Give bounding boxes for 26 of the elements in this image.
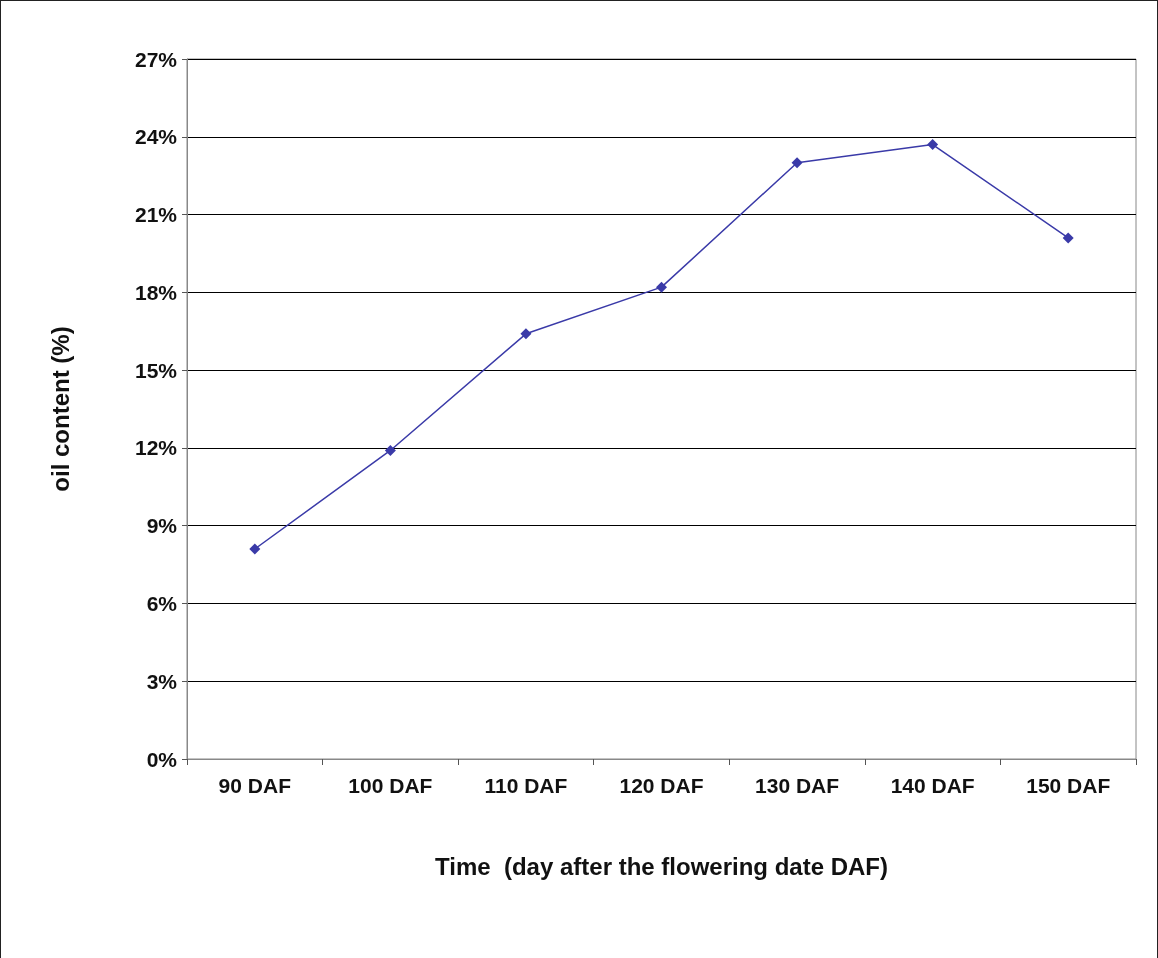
x-tick-label: 150 DAF: [1026, 774, 1111, 797]
y-tick-label: 18%: [134, 280, 178, 304]
point: [520, 328, 532, 340]
x-tick-label: 90 DAF: [218, 774, 292, 797]
x-tick-label: 130 DAF: [755, 774, 840, 797]
point: [249, 543, 261, 555]
point: [791, 157, 803, 169]
y-axis-title: oil content (%): [46, 326, 74, 492]
point: [1062, 232, 1074, 244]
x-tick-label: 110 DAF: [484, 774, 568, 797]
y-tick-label: 6%: [146, 591, 178, 615]
y-tick-label: 3%: [146, 669, 178, 693]
y-tick-label: 21%: [134, 203, 178, 227]
x-tick-label: 120 DAF: [619, 774, 704, 797]
y-tick-label: 12%: [134, 436, 178, 460]
x-tick-label: 140 DAF: [890, 774, 975, 797]
point: [384, 444, 396, 456]
y-tick-label: 24%: [134, 125, 178, 149]
point: [656, 281, 667, 293]
point: [927, 139, 939, 151]
x-axis-title: Time (day after the flowering date DAF): [435, 852, 888, 880]
y-tick-label: 27%: [134, 47, 178, 71]
x-tick-label: 100 DAF: [348, 774, 433, 797]
y-tick-label: 0%: [146, 747, 178, 771]
y-tick-label: 9%: [146, 514, 178, 538]
y-tick-label: 15%: [134, 358, 178, 382]
